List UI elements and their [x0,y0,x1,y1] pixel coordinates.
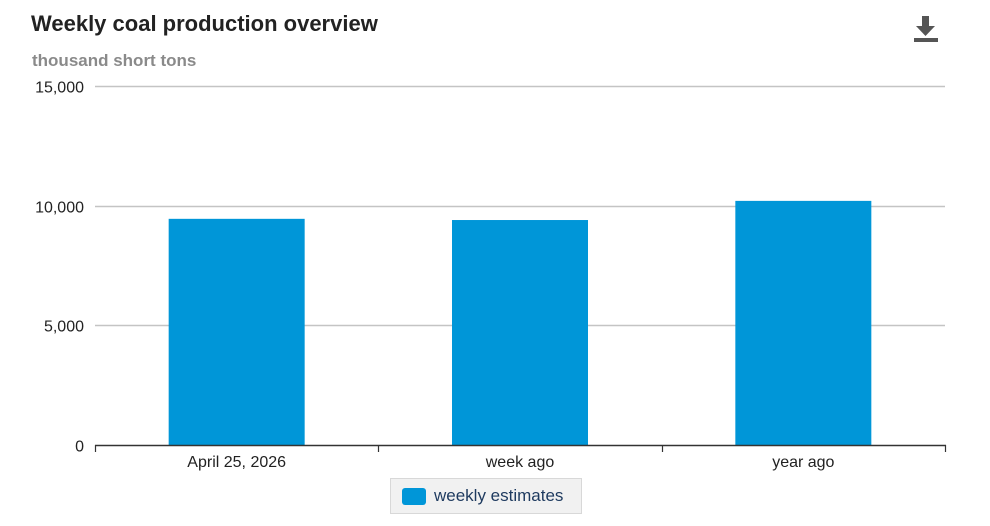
bars [168,200,872,445]
chart-subtitle-units: thousand short tons [32,51,197,70]
download-icon[interactable] [910,14,942,44]
y-tick-labels: 0 5,000 10,000 15,000 [35,80,84,456]
x-tick-label: April 25, 2026 [187,454,286,471]
axes [94,444,947,452]
y-tick-label: 0 [75,439,84,456]
x-tick-label: year ago [772,454,834,471]
y-tick-label: 10,000 [35,200,84,217]
x-tick-labels: April 25, 2026 week ago year ago [187,454,834,471]
legend-swatch [402,487,426,505]
bar-2[interactable] [452,220,588,445]
chart-title: Weekly coal production overview [31,11,378,36]
legend-item-weekly-estimates[interactable]: weekly estimates [390,478,582,514]
bar-1[interactable] [168,218,305,445]
legend-label: weekly estimates [434,486,564,505]
y-tick-label: 5,000 [44,319,84,336]
bar-3[interactable] [735,200,872,445]
y-tick-label: 15,000 [35,80,84,97]
x-tick-label: week ago [485,454,555,471]
